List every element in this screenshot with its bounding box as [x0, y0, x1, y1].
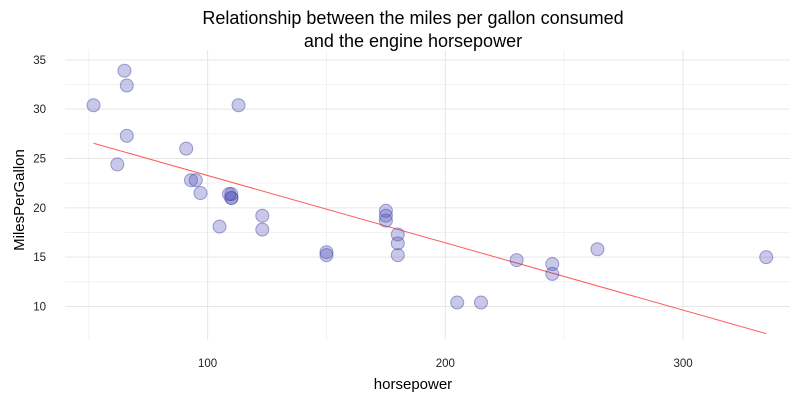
data-point: [545, 257, 560, 272]
regression-line: [93, 142, 767, 335]
data-point: [319, 248, 334, 263]
data-point: [193, 186, 208, 201]
data-point: [390, 248, 405, 263]
data-point: [86, 98, 101, 113]
data-point: [390, 227, 405, 242]
x-tick-label: 300: [673, 358, 692, 370]
x-tick-label: 200: [436, 358, 455, 370]
data-point: [759, 250, 774, 265]
data-points-layer: [86, 63, 774, 310]
data-point: [319, 245, 334, 260]
data-point: [222, 187, 237, 202]
data-point: [473, 295, 488, 310]
data-point: [110, 157, 125, 172]
data-point: [117, 63, 132, 78]
data-point: [450, 295, 465, 310]
x-axis-label: horsepower: [374, 376, 452, 393]
y-axis-label: MilesPerGallon: [11, 149, 28, 251]
data-point: [378, 203, 393, 218]
y-tick-label: 30: [33, 104, 46, 116]
data-point: [231, 98, 246, 113]
chart-title-line-2: and the engine horsepower: [304, 31, 522, 51]
data-point: [183, 173, 198, 188]
fit-line-layer: [93, 142, 767, 335]
chart-title-line-1: Relationship between the miles per gallo…: [202, 8, 623, 28]
data-point: [119, 78, 134, 93]
y-tick-label: 10: [33, 301, 46, 313]
grid-layer: [65, 50, 790, 340]
data-point: [590, 242, 605, 257]
y-tick-label: 25: [33, 154, 46, 166]
y-tick-label: 35: [33, 55, 46, 67]
data-point: [509, 253, 524, 268]
data-point: [390, 236, 405, 251]
data-point: [378, 213, 393, 228]
data-point: [212, 219, 227, 234]
data-point: [255, 222, 270, 237]
y-tick-label: 20: [33, 203, 46, 215]
tick-labels-layer: 100 200 300 10 15 20 25 30 35: [33, 55, 692, 370]
data-point: [224, 190, 239, 205]
data-point: [188, 173, 203, 188]
data-point: [378, 208, 393, 223]
data-point: [224, 190, 239, 205]
data-point: [224, 187, 239, 202]
data-point: [119, 128, 134, 143]
data-point: [255, 208, 270, 223]
data-point: [545, 266, 560, 281]
y-tick-label: 15: [33, 252, 46, 264]
x-tick-label: 100: [198, 358, 217, 370]
data-point: [179, 141, 194, 156]
